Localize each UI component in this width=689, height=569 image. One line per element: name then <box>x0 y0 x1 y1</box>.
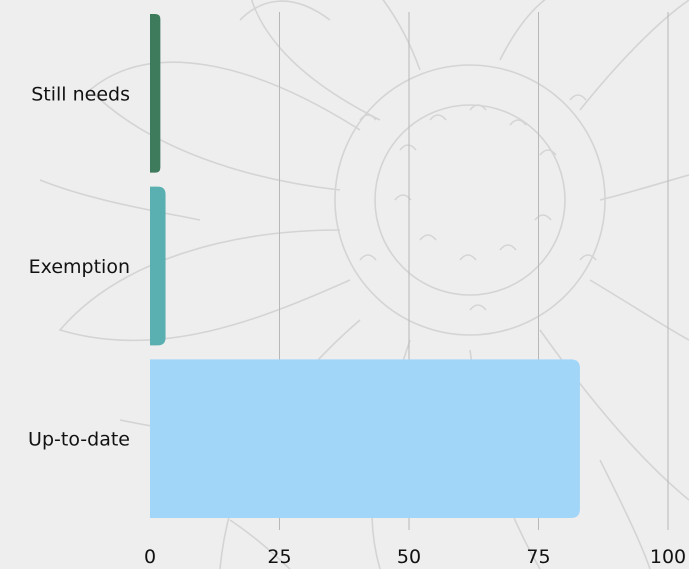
x-tick-label-75: 75 <box>526 546 550 568</box>
category-label-up-to-date: Up-to-date <box>28 429 130 451</box>
bar-exemption <box>150 186 166 346</box>
bars <box>150 14 580 518</box>
category-label-still-needs: Still needs <box>31 83 130 105</box>
bar-still-needs <box>150 14 161 173</box>
category-label-exemption: Exemption <box>29 256 130 278</box>
category-labels: Still needs Exemption Up-to-date <box>28 83 130 450</box>
x-tick-label-100: 100 <box>650 546 686 568</box>
x-tick-label-25: 25 <box>267 546 291 568</box>
x-axis-ticks: 0 25 50 75 100 <box>144 546 686 568</box>
x-tick-label-0: 0 <box>144 546 156 568</box>
x-tick-label-50: 50 <box>397 546 421 568</box>
bar-up-to-date <box>150 359 580 518</box>
